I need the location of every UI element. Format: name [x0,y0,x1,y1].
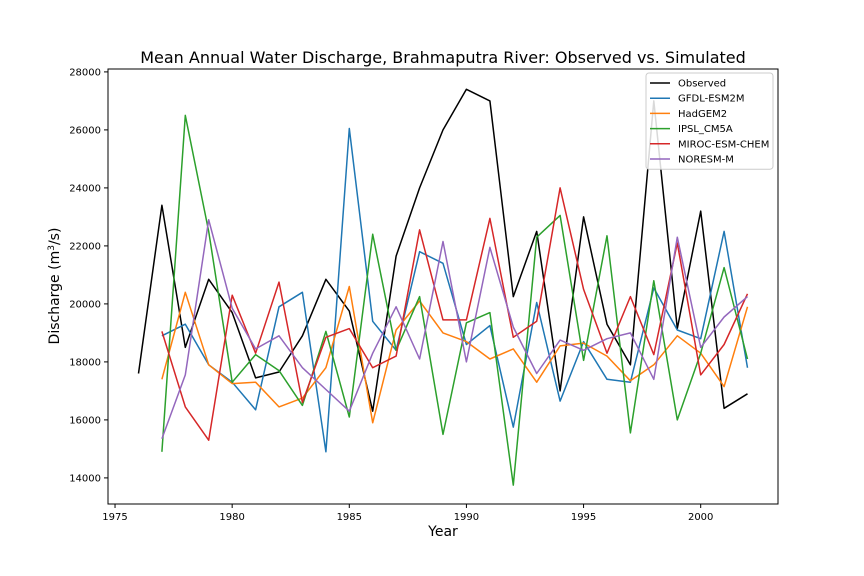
y-tick-label: 18000 [69,357,101,368]
y-axis-label-tail: /s) [47,228,63,245]
x-axis: 1975 1980 1985 1990 1995 2000 [102,504,713,523]
y-tick-label: 16000 [69,415,101,426]
y-axis-label-base: Discharge (m [47,251,63,345]
series-lines [137,88,749,486]
legend-label: IPSL_CM5A [678,124,733,135]
series-line-noresm-m [161,219,748,440]
x-axis-label: Year [427,524,458,540]
y-tick-label: 24000 [69,183,101,194]
x-tick-label: 1980 [219,512,244,523]
series-line-observed [137,88,748,412]
series-line-hadgem2 [161,285,749,424]
y-axis-label: Discharge (m3/s) [47,228,63,345]
y-tick-label: 14000 [69,473,101,484]
y-axis: 14000 16000 18000 20000 22000 24000 26000 28000 [69,67,108,484]
chart-title: Mean Annual Water Discharge, Brahmaputra… [140,48,746,67]
y-tick-label: 22000 [69,241,101,252]
legend-label: HadGEM2 [678,109,727,120]
legend-box [645,72,774,170]
plot-frame [107,68,779,505]
legend: Observed GFDL-ESM2M HadGEM2 IPSL_CM5A MIROC-… [645,72,774,170]
legend-label: Observed [678,79,726,90]
x-tick-label: 1990 [454,512,479,523]
x-tick-label: 2000 [688,512,713,523]
x-tick-label: 1975 [102,512,127,523]
y-axis-label-superscript: 3 [47,245,57,251]
y-tick-label: 26000 [69,125,101,136]
x-tick-label: 1995 [571,512,596,523]
y-tick-label: 20000 [69,299,101,310]
legend-label: MIROC-ESM-CHEM [678,139,769,150]
legend-label: NORESM-M [678,155,734,166]
y-tick-label: 28000 [69,67,101,78]
x-tick-label: 1985 [337,512,362,523]
series-line-ipsl-cm5a [161,114,749,486]
legend-label: GFDL-ESM2M [678,94,745,105]
series-line-miroc-esm-chem [161,187,749,441]
